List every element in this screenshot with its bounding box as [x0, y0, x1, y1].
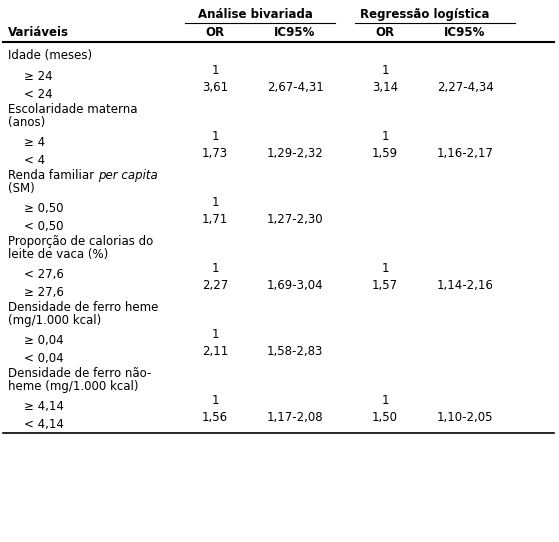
Text: 1,10-2,05: 1,10-2,05: [437, 411, 493, 424]
Text: per capita: per capita: [98, 169, 158, 182]
Text: Densidade de ferro heme: Densidade de ferro heme: [8, 301, 158, 314]
Text: 1,59: 1,59: [372, 147, 398, 160]
Text: 1,17-2,08: 1,17-2,08: [267, 411, 323, 424]
Text: 2,11: 2,11: [202, 345, 228, 358]
Text: leite de vaca (%): leite de vaca (%): [8, 248, 108, 261]
Text: ≥ 27,6: ≥ 27,6: [24, 286, 64, 299]
Text: 1,69-3,04: 1,69-3,04: [267, 280, 323, 293]
Text: Regressão logística: Regressão logística: [360, 8, 490, 21]
Text: 1,57: 1,57: [372, 280, 398, 293]
Text: 1,16-2,17: 1,16-2,17: [437, 147, 494, 160]
Text: 1: 1: [211, 130, 219, 143]
Text: (SM): (SM): [8, 182, 35, 195]
Text: 1: 1: [381, 261, 389, 274]
Text: 2,27-4,34: 2,27-4,34: [437, 81, 494, 94]
Text: 1: 1: [381, 393, 389, 406]
Text: 1,58-2,83: 1,58-2,83: [267, 345, 323, 358]
Text: 1,29-2,32: 1,29-2,32: [267, 147, 323, 160]
Text: < 27,6: < 27,6: [24, 268, 64, 281]
Text: Renda familiar: Renda familiar: [8, 169, 98, 182]
Text: < 4: < 4: [24, 154, 45, 167]
Text: 1: 1: [381, 130, 389, 143]
Text: 1,56: 1,56: [202, 411, 228, 424]
Text: 1: 1: [211, 393, 219, 406]
Text: < 24: < 24: [24, 88, 53, 101]
Text: heme (mg/1.000 kcal): heme (mg/1.000 kcal): [8, 380, 139, 393]
Text: < 4,14: < 4,14: [24, 418, 64, 431]
Text: Densidade de ferro não-: Densidade de ferro não-: [8, 367, 151, 380]
Text: 1: 1: [211, 327, 219, 340]
Text: 1: 1: [211, 196, 219, 209]
Text: Variáveis: Variáveis: [8, 26, 69, 39]
Text: 2,27: 2,27: [202, 280, 228, 293]
Text: < 0,50: < 0,50: [24, 220, 64, 233]
Text: 3,14: 3,14: [372, 81, 398, 94]
Text: ≥ 0,50: ≥ 0,50: [24, 202, 64, 215]
Text: Análise bivariada: Análise bivariada: [197, 8, 312, 21]
Text: (anos): (anos): [8, 116, 45, 129]
Text: 2,67-4,31: 2,67-4,31: [267, 81, 323, 94]
Text: 3,61: 3,61: [202, 81, 228, 94]
Text: Proporção de calorias do: Proporção de calorias do: [8, 235, 153, 248]
Text: ≥ 4: ≥ 4: [24, 136, 45, 149]
Text: IC95%: IC95%: [444, 26, 486, 39]
Text: ≥ 0,04: ≥ 0,04: [24, 334, 64, 347]
Text: 1: 1: [211, 261, 219, 274]
Text: Idade (meses): Idade (meses): [8, 49, 92, 62]
Text: Escolaridade materna: Escolaridade materna: [8, 103, 138, 116]
Text: 1: 1: [211, 63, 219, 76]
Text: 1,73: 1,73: [202, 147, 228, 160]
Text: 1: 1: [381, 63, 389, 76]
Text: ≥ 4,14: ≥ 4,14: [24, 400, 64, 413]
Text: 1,27-2,30: 1,27-2,30: [267, 214, 323, 227]
Text: OR: OR: [206, 26, 225, 39]
Text: ≥ 24: ≥ 24: [24, 70, 53, 83]
Text: IC95%: IC95%: [274, 26, 316, 39]
Text: < 0,04: < 0,04: [24, 352, 64, 365]
Text: (mg/1.000 kcal): (mg/1.000 kcal): [8, 314, 101, 327]
Text: OR: OR: [376, 26, 395, 39]
Text: 1,50: 1,50: [372, 411, 398, 424]
Text: 1,71: 1,71: [202, 214, 228, 227]
Text: 1,14-2,16: 1,14-2,16: [437, 280, 494, 293]
